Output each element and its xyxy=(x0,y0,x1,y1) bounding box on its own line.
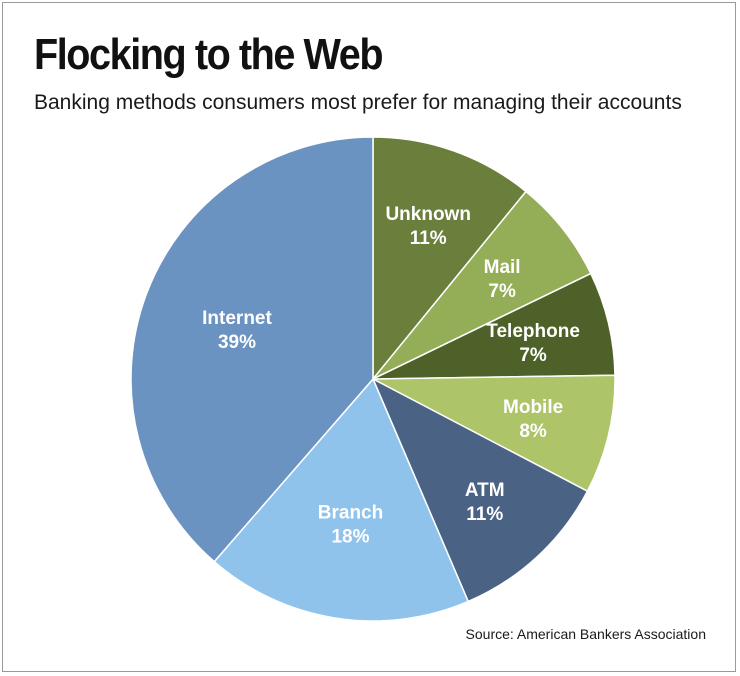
slice-value-mobile: 8% xyxy=(519,421,547,442)
slice-label-telephone: Telephone xyxy=(486,321,580,342)
slice-label-mail: Mail xyxy=(484,257,521,278)
slice-label-unknown: Unknown xyxy=(385,204,471,225)
slice-label-mobile: Mobile xyxy=(503,397,563,418)
pie-slice-unknown xyxy=(372,136,528,382)
slice-value-atm: 11% xyxy=(466,504,503,525)
slice-value-mail: 7% xyxy=(488,281,516,302)
source-note: Source: American Bankers Association xyxy=(465,626,706,642)
pie-slice-mobile xyxy=(372,374,616,493)
slice-label-branch: Branch xyxy=(318,502,383,523)
pie-slice-atm xyxy=(371,377,589,603)
chart-subtitle: Banking methods consumers most prefer fo… xyxy=(34,91,682,114)
pie-slice-telephone xyxy=(372,272,616,380)
slice-value-telephone: 7% xyxy=(519,345,547,366)
pie-slice-mail xyxy=(372,190,592,380)
slice-value-unknown: 11% xyxy=(410,228,447,249)
slice-label-atm: ATM xyxy=(465,480,505,501)
pie-slice-internet xyxy=(130,136,374,563)
chart-title: Flocking to the Web xyxy=(34,30,384,79)
slice-value-branch: 18% xyxy=(331,526,369,547)
pie-slice-branch xyxy=(213,377,470,622)
slice-label-internet: Internet xyxy=(202,308,272,329)
slice-value-internet: 39% xyxy=(218,332,256,353)
